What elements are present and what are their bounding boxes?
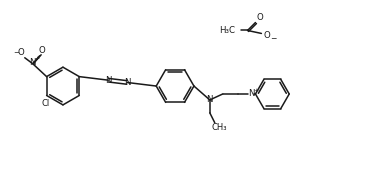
Text: O: O — [38, 46, 45, 55]
Text: −: − — [13, 50, 19, 56]
Text: O: O — [17, 48, 24, 57]
Text: Cl: Cl — [42, 99, 50, 108]
Text: O: O — [264, 31, 271, 40]
Text: H₃C: H₃C — [220, 26, 236, 35]
Text: +: + — [34, 56, 39, 61]
Text: N: N — [29, 58, 36, 67]
Text: N: N — [248, 89, 255, 98]
Text: N: N — [207, 96, 213, 104]
Text: N: N — [105, 76, 112, 85]
Text: O: O — [256, 13, 263, 22]
Text: N: N — [124, 78, 130, 87]
Text: −: − — [270, 34, 276, 43]
Text: +: + — [253, 87, 258, 93]
Text: CH₃: CH₃ — [212, 123, 227, 132]
